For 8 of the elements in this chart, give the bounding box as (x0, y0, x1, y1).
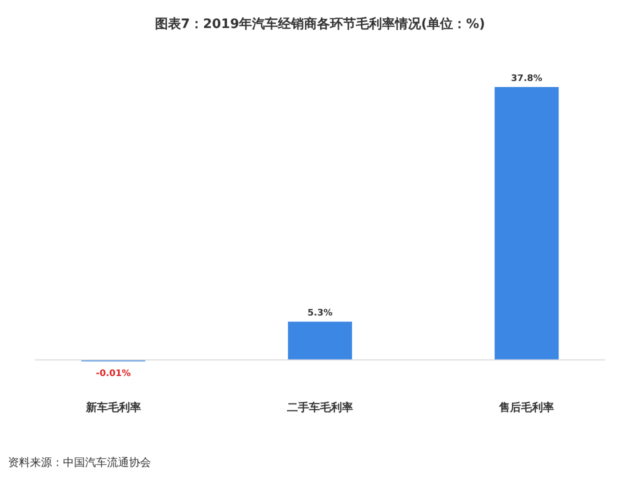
data-label: 5.3% (308, 308, 332, 319)
x-tick-label: 售后毛利率 (498, 401, 554, 414)
x-tick-label: 新车毛利率 (84, 401, 141, 414)
x-tick-label: 二手车毛利率 (287, 401, 353, 414)
data-label: -0.01% (96, 368, 131, 379)
chart-title: 图表7：2019年汽车经销商各环节毛利率情况(单位：%) (154, 16, 486, 32)
text: 资料来源：中国汽车流通协会 (8, 456, 151, 469)
data-label: 37.8% (511, 74, 542, 84)
